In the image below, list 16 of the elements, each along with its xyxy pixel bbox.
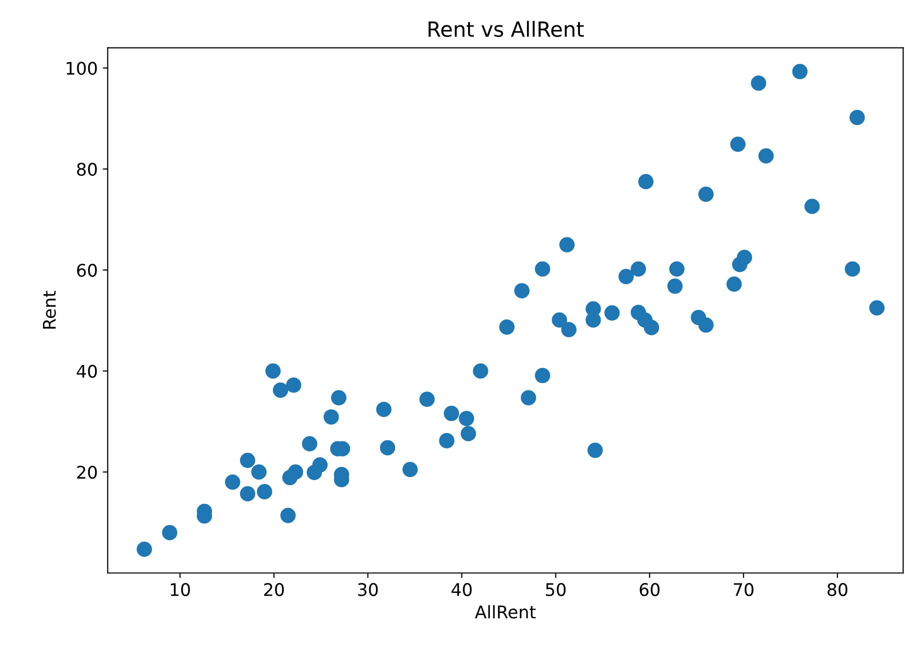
y-tick-label: 40 bbox=[76, 364, 97, 378]
y-tick-label: 60 bbox=[77, 264, 97, 277]
y-tick-label: 80 bbox=[77, 162, 97, 176]
y-axis-title: Rent bbox=[43, 290, 56, 329]
x-axis-title: AllRent bbox=[474, 605, 536, 619]
x-tick-label: 20 bbox=[264, 583, 284, 596]
x-tick-label: 10 bbox=[170, 583, 190, 596]
y-tick-label: 100 bbox=[66, 62, 97, 75]
y-tick-label: 20 bbox=[77, 466, 97, 479]
x-tick-label: 40 bbox=[452, 583, 472, 596]
chart-title: Rent vs AllRent bbox=[428, 20, 584, 37]
x-tick-label: 70 bbox=[734, 583, 754, 596]
x-tick-label: 50 bbox=[546, 583, 566, 596]
x-tick-label: 30 bbox=[358, 583, 378, 596]
x-tick-label: 60 bbox=[640, 583, 660, 596]
x-tick-label: 80 bbox=[828, 583, 848, 596]
